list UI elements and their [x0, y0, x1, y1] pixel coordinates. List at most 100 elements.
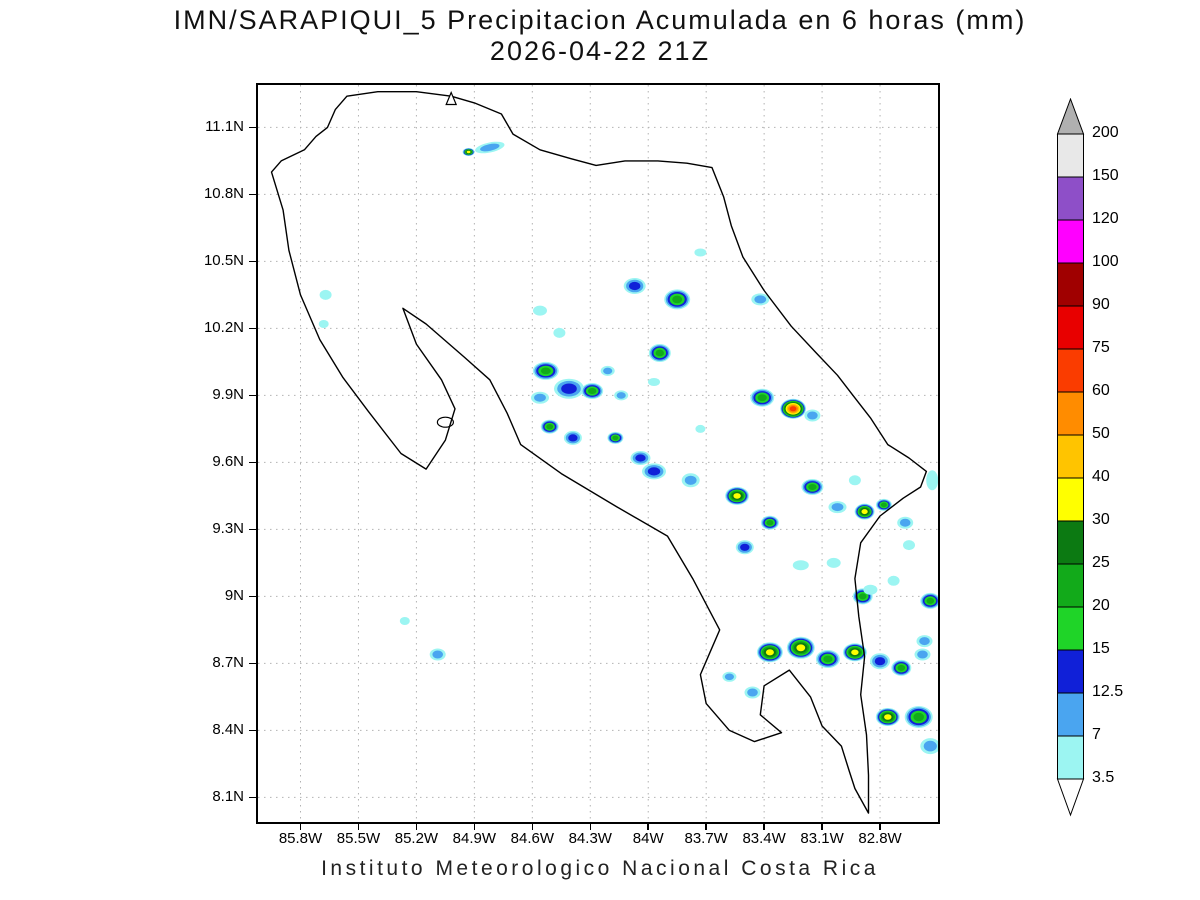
costa-rica-coastline — [270, 91, 928, 814]
colorbar-segment — [1057, 477, 1084, 522]
precip-cell — [642, 463, 666, 480]
precip-cell — [887, 575, 900, 586]
x-tick-label: 85.8W — [278, 830, 323, 847]
colorbar-segment — [1057, 692, 1084, 737]
tick-mark — [249, 796, 256, 799]
chart-title: IMN/SARAPIQUI_5 Precipitacion Acumulada … — [173, 5, 1027, 35]
precip-cell — [826, 557, 841, 568]
y-tick-label: 11.1N — [205, 118, 244, 136]
tick-mark — [249, 193, 256, 196]
precip-cell — [744, 686, 761, 699]
precip-cell — [695, 424, 706, 433]
colorbar-segment — [1057, 305, 1084, 350]
precip-cell — [914, 648, 931, 661]
y-tick-label: 9N — [224, 587, 244, 605]
colorbar-label: 90 — [1092, 296, 1110, 313]
x-tick-label: 84.6W — [510, 830, 554, 847]
precip-cell — [756, 642, 783, 663]
precip-cell — [553, 327, 566, 338]
tick-mark — [763, 824, 765, 830]
tick-mark — [249, 394, 256, 397]
precip-cell — [897, 516, 914, 529]
precip-cell — [694, 248, 707, 257]
y-tick-label: 9.9N — [212, 386, 244, 404]
tick-mark — [299, 824, 302, 830]
tick-mark — [473, 824, 476, 830]
tick-mark — [249, 729, 256, 732]
precip-cell — [926, 470, 938, 491]
precip-cell — [429, 648, 446, 661]
precip-cell — [875, 708, 900, 726]
x-tick-label: 84.9W — [452, 830, 497, 847]
colorbar-segment — [1057, 520, 1084, 565]
tick-mark — [249, 528, 256, 531]
tick-mark — [249, 461, 256, 464]
tick-mark — [249, 662, 256, 665]
tick-mark — [705, 824, 707, 830]
colorbar-segment — [1057, 563, 1084, 608]
precip-cell — [681, 473, 700, 488]
precip-cell — [563, 430, 582, 445]
precip-cell — [916, 635, 933, 648]
colorbar-label: 120 — [1092, 210, 1119, 227]
x-tick-label: 85.2W — [394, 830, 439, 847]
precip-cell — [854, 503, 875, 520]
x-tick-label: 83.7W — [684, 830, 728, 847]
colorbar-label: 7 — [1092, 726, 1101, 743]
precip-cell — [815, 650, 840, 668]
precip-cell — [735, 540, 754, 555]
precip-cell — [664, 289, 691, 310]
x-tick-label: 82.8W — [858, 830, 902, 847]
colorbar-under-arrow — [1056, 778, 1085, 817]
precip-cell — [904, 706, 933, 728]
precip-cell — [614, 390, 629, 401]
precip-cell — [891, 659, 912, 676]
y-tick-label: 8.4N — [212, 721, 244, 739]
y-tick-label: 10.8N — [203, 185, 244, 203]
x-tick-label: 84.3W — [568, 830, 612, 847]
colorbar-label: 30 — [1092, 511, 1110, 528]
colorbar-segment — [1057, 391, 1084, 436]
tick-mark — [415, 824, 418, 830]
precip-cell — [760, 515, 779, 530]
precip-cell — [780, 398, 807, 419]
island-outline — [436, 416, 454, 428]
colorbar-label: 75 — [1092, 339, 1110, 356]
precip-cell — [399, 617, 410, 625]
x-tick-label: 83.1W — [800, 830, 844, 847]
precip-cell — [623, 278, 646, 294]
precip-cell — [903, 540, 915, 551]
colorbar-segment — [1057, 176, 1084, 221]
colorbar-label: 40 — [1092, 468, 1110, 485]
precip-cell — [462, 148, 475, 156]
colorbar-segment — [1057, 262, 1084, 307]
colorbar-segment — [1057, 219, 1084, 264]
colorbar-segment — [1057, 606, 1084, 651]
precipitation-map — [258, 85, 938, 822]
precip-cell — [648, 344, 671, 362]
x-tick-label: 85.5W — [336, 830, 381, 847]
y-tick-label: 9.6N — [212, 453, 244, 471]
precip-cell — [842, 643, 867, 662]
y-tick-label: 8.7N — [212, 654, 244, 672]
tick-mark — [647, 824, 649, 830]
colorbar — [1056, 98, 1085, 817]
colorbar-label: 100 — [1092, 253, 1119, 270]
tick-mark — [821, 824, 823, 830]
colorbar-label: 20 — [1092, 597, 1110, 614]
precip-cell — [319, 289, 332, 300]
precip-cell — [848, 475, 861, 486]
precip-cell — [751, 293, 770, 306]
precip-cell — [801, 479, 824, 495]
precip-cell — [870, 653, 890, 670]
precip-cell — [532, 361, 559, 380]
precip-cell — [750, 388, 775, 407]
tick-mark — [357, 824, 360, 830]
colorbar-label: 15 — [1092, 640, 1110, 657]
colorbar-segment — [1057, 735, 1084, 780]
precip-cell — [725, 486, 750, 505]
precip-cell — [828, 501, 847, 514]
precip-cell — [863, 584, 878, 595]
precip-cell — [804, 409, 821, 422]
